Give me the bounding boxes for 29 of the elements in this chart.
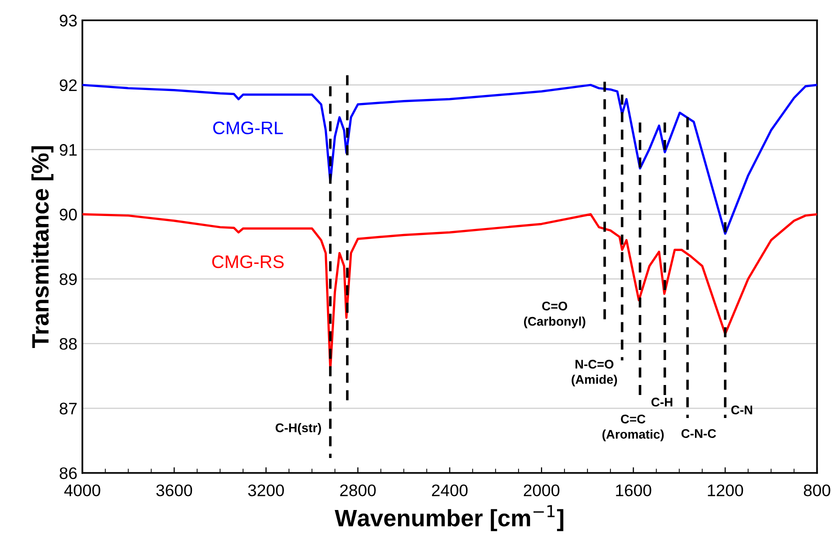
y-tick-label: 92 — [60, 79, 77, 92]
annotation: N-C=O (Amide) — [572, 360, 617, 386]
x-tick-label: 2400 — [432, 484, 468, 496]
annotation: C-H — [651, 398, 672, 407]
x-tick-label: 3600 — [156, 484, 192, 496]
annotation: C-N — [731, 406, 752, 414]
line-series — [82, 84, 818, 235]
x-tick-label: 1200 — [708, 484, 744, 496]
annotation: C=C (Aromatic) — [602, 414, 664, 442]
annotation: C=O (Carbonyl) — [524, 302, 586, 328]
x-axis-title: Wavenumber [cm$^{−1}$] — [334, 505, 564, 532]
annotation: C-N-C — [681, 429, 716, 438]
x-tick-label: 2000 — [524, 484, 560, 496]
y-tick-label: 88 — [60, 338, 77, 350]
y-tick-label: 86 — [60, 467, 77, 480]
x-tick-label: 2800 — [340, 484, 376, 496]
x-tick-label: 4000 — [64, 484, 100, 496]
annotation: C-H(str) — [276, 423, 322, 435]
y-tick-label: 90 — [60, 208, 77, 220]
x-tick-label: 1600 — [616, 484, 652, 496]
y-tick-label: 89 — [60, 273, 77, 286]
series-label: CMG-RL — [213, 122, 283, 134]
x-tick-label: 3200 — [248, 484, 284, 496]
y-tick-label: 87 — [60, 402, 77, 414]
x-tick-label: 800 — [804, 484, 830, 496]
y-tick-label: 91 — [60, 144, 77, 156]
y-tick-label: 93 — [60, 14, 77, 26]
series-label: CMG-RS — [212, 255, 284, 268]
y-axis-title: Transmittance [%] — [31, 146, 54, 348]
